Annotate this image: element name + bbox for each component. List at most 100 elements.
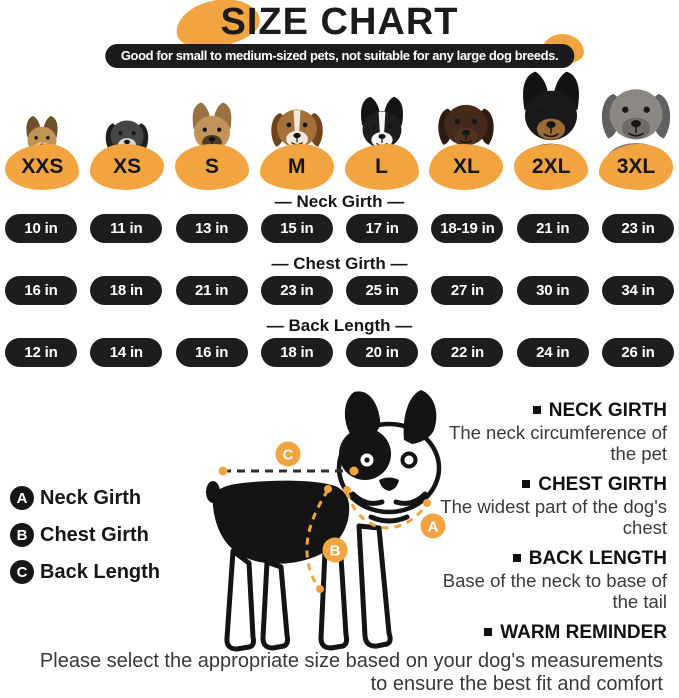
- measurement-section: — Chest Girth — 16 in 18 in 21 in 23 in 25 i…: [0, 254, 679, 305]
- label-a: A: [428, 519, 439, 536]
- measure-dot: [343, 486, 351, 494]
- size-label: 3XL: [616, 155, 656, 178]
- definition-title: NECK GIRTH: [548, 400, 667, 421]
- suitability-banner: Good for small to medium-sized pets, not…: [104, 44, 575, 68]
- measure-dot: [423, 499, 431, 507]
- dog-mouth: [350, 491, 428, 524]
- legend-label: Chest Girth: [40, 523, 149, 546]
- dog-card: L: [339, 68, 424, 192]
- measurement-pill: 23 in: [601, 214, 674, 243]
- definition-description: The neck circumference of the pet: [449, 422, 667, 465]
- size-blob: S: [174, 144, 249, 190]
- measurement-pill: 18 in: [90, 276, 163, 305]
- legend: A Neck Girth B Chest Girth C Back Length: [10, 486, 160, 597]
- measurement-title: — Back Length —: [266, 316, 413, 335]
- size-label: 2XL: [531, 155, 571, 178]
- label-b: B: [330, 543, 341, 560]
- measurement-pill: 16 in: [5, 276, 77, 305]
- definition-description: Base of the neck to base of the tail: [442, 569, 667, 613]
- measurement-pill: 12 in: [5, 338, 77, 367]
- measurement-pill: 23 in: [260, 276, 333, 305]
- dog-measurement-illustration: C B A: [206, 390, 446, 652]
- measurement-pill: 16 in: [175, 338, 248, 367]
- definition-item: BACK LENGTH Base of the neck to base of …: [425, 548, 667, 613]
- legend-key-badge: B: [10, 523, 34, 547]
- measurement-pill: 18-19 in: [431, 214, 504, 243]
- measurement-section: — Neck Girth — 10 in 11 in 13 in 15 in 17 in…: [0, 192, 679, 243]
- size-label: XL: [452, 155, 480, 178]
- measurement-pill: 22 in: [431, 338, 504, 367]
- page-title: SIZE CHART: [220, 1, 459, 43]
- size-label: L: [375, 155, 388, 178]
- measurement-title: — Neck Girth —: [274, 192, 405, 211]
- label-c: C: [283, 447, 294, 464]
- measurement-pill: 24 in: [516, 338, 589, 367]
- size-blob: 3XL: [598, 144, 673, 190]
- size-blob: L: [344, 144, 419, 190]
- measurement-pill: 21 in: [516, 214, 589, 243]
- measurement-pill: 18 in: [260, 338, 333, 367]
- definition-title: BACK LENGTH: [528, 547, 667, 569]
- dog-row: XXS XS S M L XL 2XL: [0, 68, 679, 192]
- measurement-pill: 14 in: [90, 338, 163, 367]
- size-blob: 2XL: [514, 144, 589, 190]
- dog-card: XXS: [0, 68, 85, 192]
- dog-ear-right: [403, 390, 437, 444]
- label-b-badge: [322, 537, 348, 563]
- dog-body: [212, 480, 350, 564]
- measurement-sections: — Neck Girth — 10 in 11 in 13 in 15 in 17 in…: [0, 192, 679, 378]
- size-blob: XL: [429, 144, 504, 190]
- size-label: XS: [113, 155, 142, 178]
- measurement-pill: 20 in: [346, 338, 419, 367]
- dog-eye-right: [400, 451, 418, 469]
- legend-label: Neck Girth: [40, 486, 142, 509]
- size-blob: M: [259, 144, 334, 190]
- dog-pupil-left: [364, 457, 370, 463]
- dog-nose: [379, 477, 399, 491]
- measurement-pill: 25 in: [346, 276, 419, 305]
- square-bullet-icon: [512, 553, 521, 562]
- measurement-pill: 21 in: [175, 276, 248, 305]
- measurement-pill-row: 10 in 11 in 13 in 15 in 17 in 18-19 in 21 in 23…: [0, 212, 679, 243]
- definition-item: CHEST GIRTH The widest part of the dog's…: [425, 474, 667, 539]
- measurement-pill: 11 in: [90, 214, 163, 243]
- square-bullet-icon: [532, 405, 541, 414]
- measure-dot: [324, 485, 332, 493]
- dog-card: M: [254, 68, 339, 192]
- label-c-badge: [275, 441, 301, 467]
- definition-description: The widest part of the dog's chest: [440, 495, 667, 539]
- measurement-section: — Back Length — 12 in 14 in 16 in 18 in 20 i…: [0, 316, 679, 367]
- legend-key-badge: C: [10, 560, 34, 584]
- square-bullet-icon: [522, 479, 531, 488]
- measurement-pill-row: 16 in 18 in 21 in 23 in 25 in 27 in 30 in 34 in: [0, 274, 679, 305]
- size-label: XXS: [21, 155, 64, 178]
- definition-item: WARM REMINDER: [425, 622, 667, 644]
- legend-key-badge: A: [10, 486, 34, 510]
- dog-card: XL: [424, 68, 509, 192]
- definition-title: CHEST GIRTH: [538, 473, 667, 495]
- legend-item: B Chest Girth: [10, 523, 160, 547]
- definition-item: NECK GIRTH The neck circumference of the…: [425, 400, 667, 465]
- label-a-badge: [420, 513, 446, 539]
- legend-item: A Neck Girth: [10, 486, 160, 510]
- footer-note: Please select the appropriate size based…: [39, 650, 663, 695]
- measure-dot: [316, 585, 324, 593]
- size-label: M: [288, 155, 306, 178]
- measure-dot: [218, 466, 228, 476]
- square-bullet-icon: [484, 627, 493, 636]
- measurement-pill: 13 in: [175, 214, 248, 243]
- neck-girth-measure-line: [345, 491, 429, 530]
- measurement-pill: 30 in: [516, 276, 589, 305]
- dog-card: 2XL: [509, 68, 594, 192]
- measure-dot: [349, 466, 359, 476]
- measurement-pill: 15 in: [260, 214, 333, 243]
- dog-card: XS: [85, 68, 170, 192]
- measurement-pill: 26 in: [601, 338, 674, 367]
- dog-card: 3XL: [594, 68, 679, 192]
- dog-legs: [224, 523, 393, 652]
- definition-title: WARM REMINDER: [500, 621, 667, 643]
- measurement-pill: 17 in: [346, 214, 419, 243]
- measurement-pill: 27 in: [431, 276, 504, 305]
- definitions: NECK GIRTH The neck circumference of the…: [425, 400, 667, 653]
